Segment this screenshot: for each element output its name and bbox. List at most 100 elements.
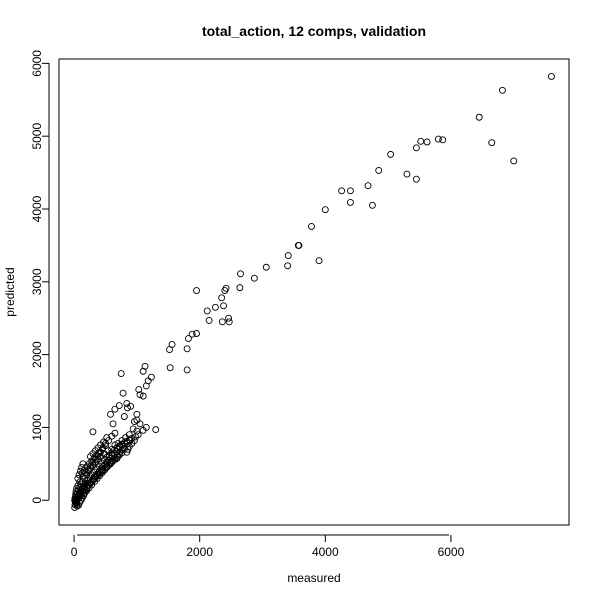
data-point [475, 113, 483, 121]
x-tick-label: 4000 [312, 545, 339, 559]
data-point [403, 170, 411, 178]
data-point [118, 441, 126, 449]
data-point [99, 463, 107, 471]
y-tick-label: 3000 [30, 268, 44, 295]
x-tick-label: 2000 [186, 545, 213, 559]
data-point [90, 474, 97, 482]
data-point [75, 471, 83, 479]
data-point [139, 392, 147, 400]
data-point [124, 404, 131, 412]
data-point [547, 73, 555, 80]
data-point [114, 445, 122, 453]
data-point [193, 287, 200, 294]
y-tick-label: 6000 [30, 50, 44, 77]
data-point [412, 144, 420, 152]
data-point [225, 318, 233, 326]
data-point [236, 284, 244, 292]
data-point [284, 262, 292, 270]
x-axis-label: measured [287, 571, 340, 585]
y-axis: 0 1000 2000 3000 4000 5000 6000 [30, 50, 50, 504]
y-tick-label: 1000 [30, 414, 44, 441]
data-point [91, 472, 99, 480]
data-point [220, 302, 228, 310]
y-tick-label: 0 [30, 497, 44, 504]
data-point [107, 410, 114, 418]
data-point [133, 410, 141, 418]
data-point [315, 257, 323, 265]
data-point [368, 201, 376, 209]
data-point [119, 389, 127, 397]
y-tick-label: 2000 [30, 341, 44, 368]
data-point [183, 366, 191, 374]
data-point [130, 437, 138, 444]
data-point [338, 187, 346, 195]
data-point [73, 501, 81, 509]
data-point [116, 443, 124, 451]
data-point [225, 314, 233, 322]
data-point [184, 335, 192, 343]
data-point [86, 480, 94, 487]
x-axis: 0 2000 4000 6000 [71, 534, 465, 559]
data-point [439, 136, 447, 144]
data-point [308, 223, 315, 230]
data-point [417, 137, 425, 145]
data-point [136, 420, 144, 428]
data-point [76, 478, 84, 486]
plot-frame [58, 58, 570, 526]
data-point [97, 465, 105, 473]
data-point [110, 450, 118, 458]
data-point [193, 330, 200, 337]
data-point [93, 470, 101, 478]
data-point [89, 428, 97, 436]
data-point [211, 303, 219, 311]
data-point [498, 86, 506, 94]
data-point [136, 391, 144, 399]
data-point [364, 182, 372, 190]
y-axis-label: predicted [3, 267, 17, 316]
data-point [105, 456, 113, 464]
data-point [109, 420, 117, 428]
data-point [115, 402, 123, 410]
data-point [183, 345, 191, 353]
data-point [101, 461, 109, 469]
data-point [237, 270, 244, 278]
data-point [295, 241, 303, 249]
data-point [86, 453, 94, 461]
data-point [79, 460, 87, 468]
data-point [129, 425, 137, 433]
data-point [127, 402, 135, 410]
data-point [166, 346, 173, 353]
y-tick-label: 4000 [30, 195, 44, 222]
data-point [205, 316, 213, 324]
data-point [139, 367, 147, 375]
data-point [108, 452, 116, 460]
data-point [78, 464, 86, 471]
data-point [85, 481, 92, 489]
data-point [321, 206, 329, 214]
data-point [111, 405, 119, 413]
data-point [203, 307, 211, 315]
data-point [117, 370, 125, 377]
data-point [134, 431, 142, 439]
data-point [387, 150, 395, 158]
data-point [218, 318, 226, 326]
data-point [112, 448, 120, 455]
data-point [510, 157, 518, 165]
data-point [346, 198, 354, 206]
data-point [111, 429, 119, 437]
data-point [250, 274, 258, 282]
data-point [488, 139, 496, 147]
y-tick-label: 5000 [30, 123, 44, 150]
data-points [71, 73, 555, 511]
x-tick-label: 6000 [438, 545, 465, 559]
x-tick-label: 0 [71, 545, 78, 559]
data-point [142, 423, 150, 431]
data-point [74, 474, 82, 482]
data-point [423, 138, 431, 146]
data-point [434, 135, 442, 143]
data-point [107, 454, 114, 462]
data-point [222, 284, 230, 292]
chart-title: total_action, 12 comps, validation [202, 23, 426, 39]
data-point [147, 373, 155, 381]
